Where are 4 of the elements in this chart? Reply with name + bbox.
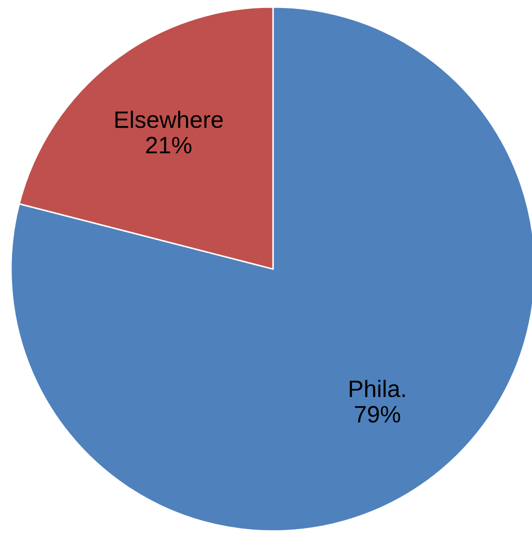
- slice-label: Elsewhere: [115, 110, 223, 128]
- data-label: 79%: [354, 406, 400, 423]
- slice-label: Phila.: [350, 380, 405, 398]
- data-label: 21%: [146, 136, 192, 154]
